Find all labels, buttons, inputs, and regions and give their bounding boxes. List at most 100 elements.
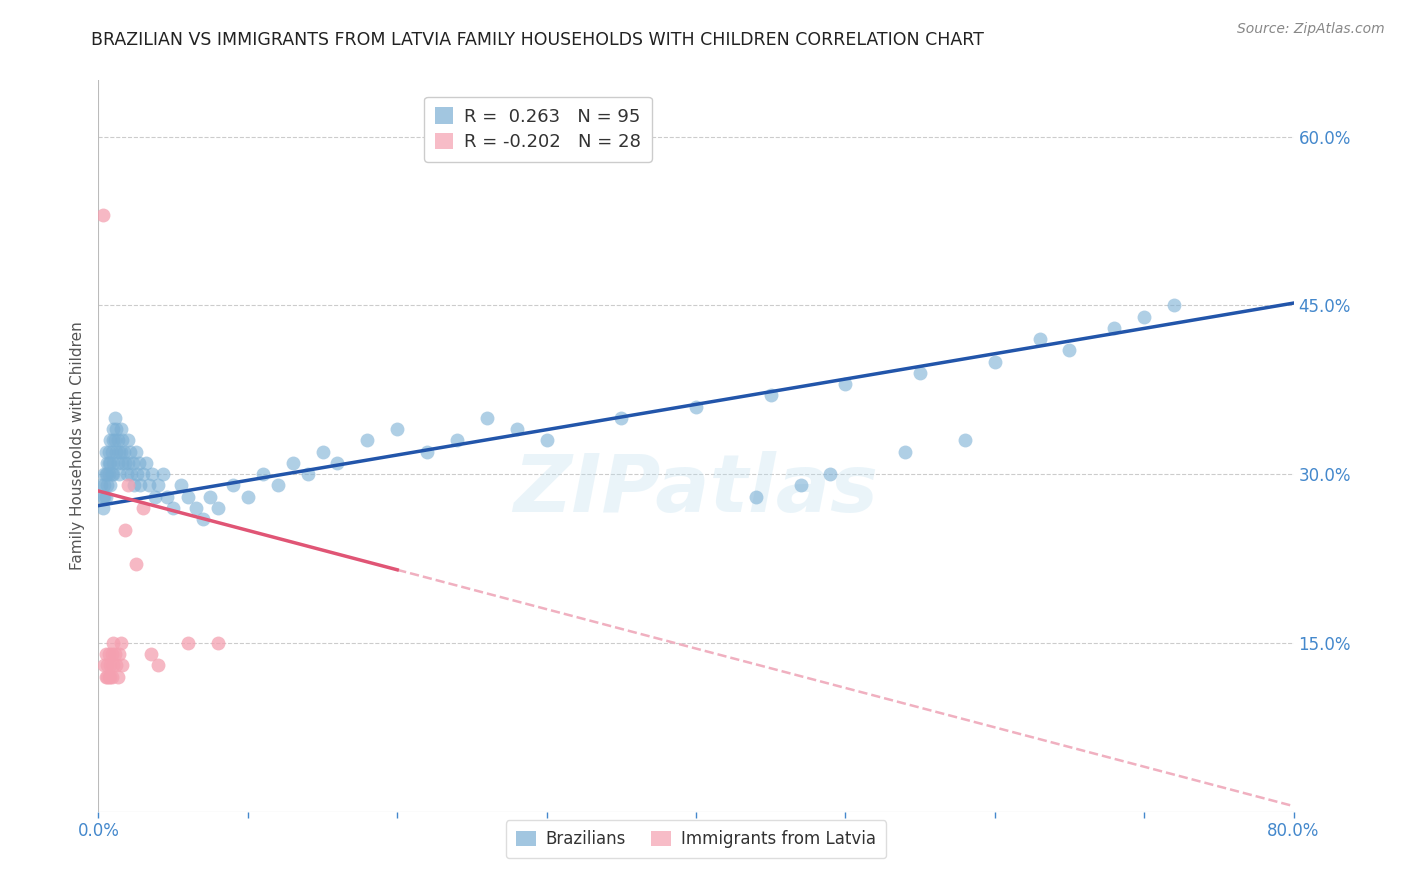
Point	[107, 434, 129, 448]
Point	[96, 467, 118, 482]
Point	[311, 444, 333, 458]
Point	[416, 444, 439, 458]
Point	[128, 456, 150, 470]
Text: Source: ZipAtlas.com: Source: ZipAtlas.com	[1237, 22, 1385, 37]
Point	[114, 456, 136, 470]
Point	[236, 490, 259, 504]
Point	[94, 467, 117, 482]
Point	[115, 467, 138, 482]
Point	[98, 658, 122, 673]
Point	[111, 658, 134, 673]
Point	[96, 456, 118, 470]
Point	[117, 434, 139, 448]
Point	[475, 410, 498, 425]
Point	[101, 647, 124, 661]
Point	[93, 658, 115, 673]
Point	[101, 444, 124, 458]
Point	[207, 636, 229, 650]
Point	[101, 670, 124, 684]
Point	[101, 467, 124, 482]
Point	[141, 467, 163, 482]
Point	[118, 444, 141, 458]
Point	[103, 658, 125, 673]
Point	[1059, 343, 1081, 358]
Point	[1163, 298, 1185, 312]
Point	[94, 444, 117, 458]
Point	[91, 208, 114, 222]
Point	[107, 456, 129, 470]
Point	[105, 444, 128, 458]
Point	[506, 422, 529, 436]
Point	[112, 444, 135, 458]
Point	[91, 500, 114, 515]
Point	[953, 434, 976, 448]
Point	[107, 670, 129, 684]
Point	[191, 512, 214, 526]
Point	[162, 500, 184, 515]
Point	[177, 636, 200, 650]
Point	[127, 467, 149, 482]
Point	[125, 557, 148, 571]
Point	[93, 478, 115, 492]
Point	[121, 456, 143, 470]
Point	[120, 467, 142, 482]
Point	[252, 467, 274, 482]
Point	[446, 434, 468, 448]
Point	[90, 478, 112, 492]
Point	[139, 647, 162, 661]
Point	[94, 490, 117, 504]
Point	[97, 670, 120, 684]
Point	[177, 490, 200, 504]
Point	[834, 377, 856, 392]
Point	[104, 647, 127, 661]
Point	[132, 500, 155, 515]
Point	[97, 647, 120, 661]
Point	[184, 500, 207, 515]
Point	[93, 490, 115, 504]
Y-axis label: Family Households with Children: Family Households with Children	[69, 322, 84, 570]
Point	[148, 478, 170, 492]
Legend: Brazilians, Immigrants from Latvia: Brazilians, Immigrants from Latvia	[506, 821, 886, 858]
Point	[124, 478, 146, 492]
Point	[103, 434, 125, 448]
Point	[281, 456, 304, 470]
Point	[103, 636, 125, 650]
Point	[156, 490, 179, 504]
Point	[129, 478, 152, 492]
Point	[104, 410, 127, 425]
Point	[110, 444, 132, 458]
Text: ZIPatlas: ZIPatlas	[513, 450, 879, 529]
Point	[685, 400, 707, 414]
Point	[984, 354, 1007, 368]
Point	[105, 658, 128, 673]
Point	[97, 467, 120, 482]
Point	[93, 467, 115, 482]
Point	[110, 636, 132, 650]
Point	[117, 456, 139, 470]
Point	[143, 490, 166, 504]
Point	[169, 478, 191, 492]
Point	[91, 490, 114, 504]
Point	[1028, 332, 1050, 346]
Point	[103, 467, 125, 482]
Point	[1133, 310, 1156, 324]
Point	[117, 478, 139, 492]
Point	[297, 467, 319, 482]
Point	[114, 524, 136, 538]
Point	[745, 490, 768, 504]
Point	[222, 478, 245, 492]
Point	[98, 456, 122, 470]
Point	[97, 444, 120, 458]
Point	[207, 500, 229, 515]
Point	[820, 467, 842, 482]
Point	[132, 467, 155, 482]
Point	[96, 670, 118, 684]
Point	[759, 388, 782, 402]
Point	[98, 434, 122, 448]
Point	[356, 434, 378, 448]
Point	[385, 422, 409, 436]
Point	[105, 422, 128, 436]
Point	[908, 366, 931, 380]
Point	[103, 422, 125, 436]
Point	[104, 434, 127, 448]
